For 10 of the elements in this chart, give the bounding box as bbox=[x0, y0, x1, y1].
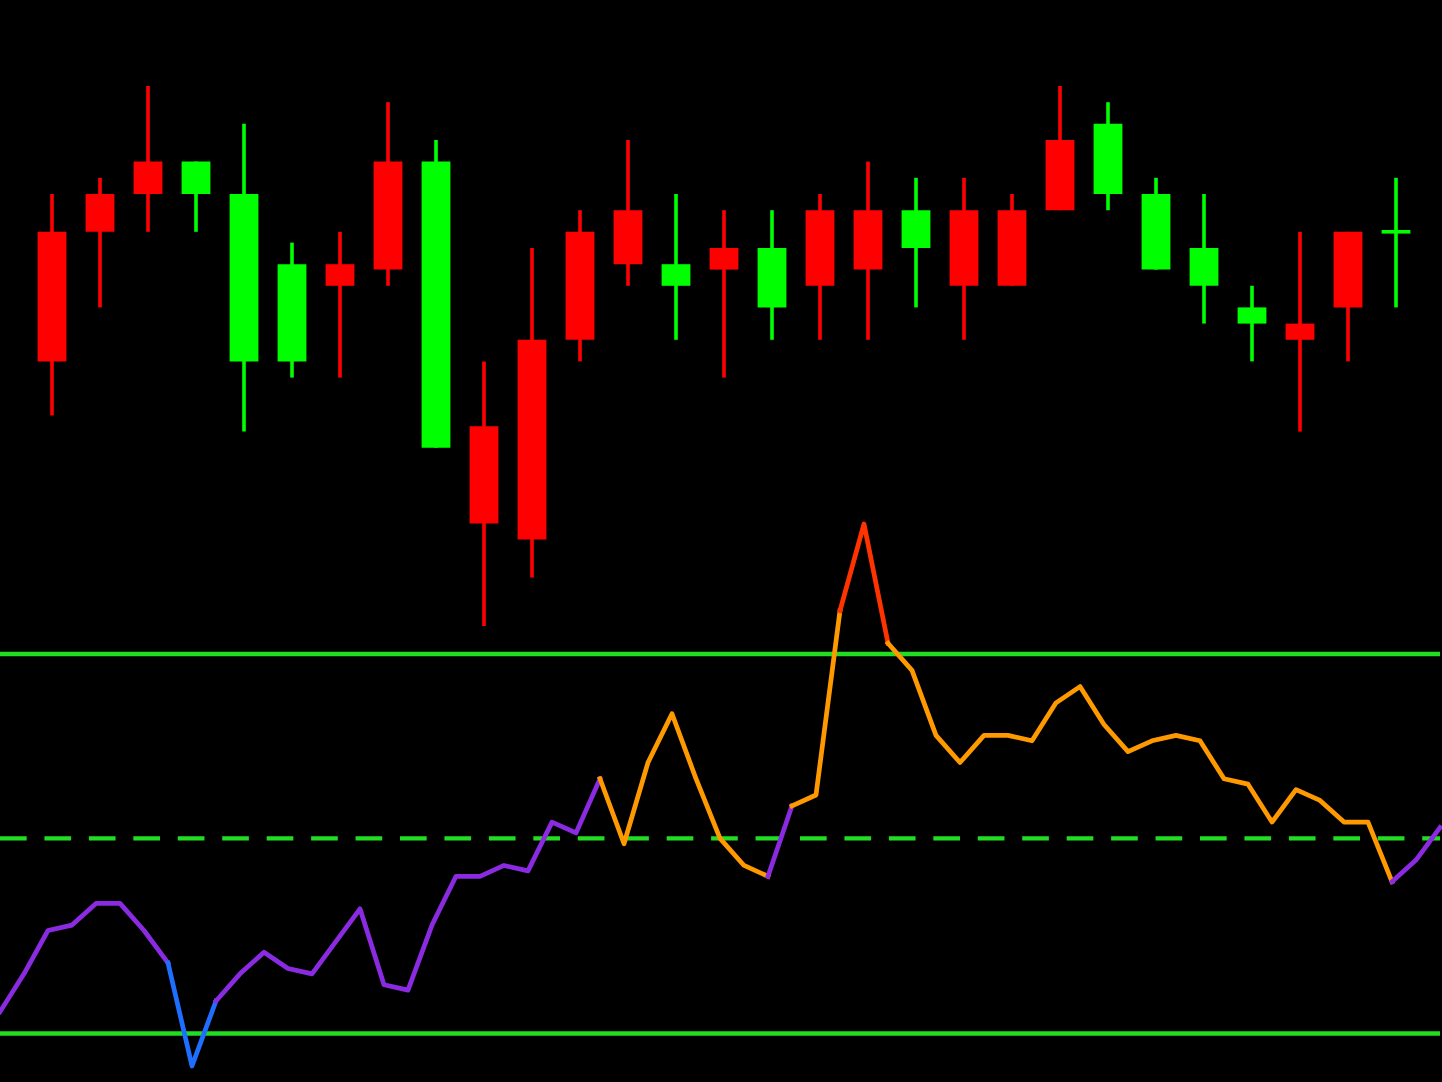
candlestick bbox=[1285, 229, 1315, 434]
candlestick bbox=[1237, 283, 1267, 364]
candlestick bbox=[901, 175, 931, 310]
candlestick bbox=[1189, 192, 1219, 326]
candlestick bbox=[325, 229, 355, 380]
candlestick bbox=[133, 86, 163, 234]
candlestick bbox=[85, 175, 115, 310]
candlestick bbox=[181, 159, 211, 234]
candlestick bbox=[661, 192, 691, 342]
candlestick bbox=[709, 208, 739, 380]
